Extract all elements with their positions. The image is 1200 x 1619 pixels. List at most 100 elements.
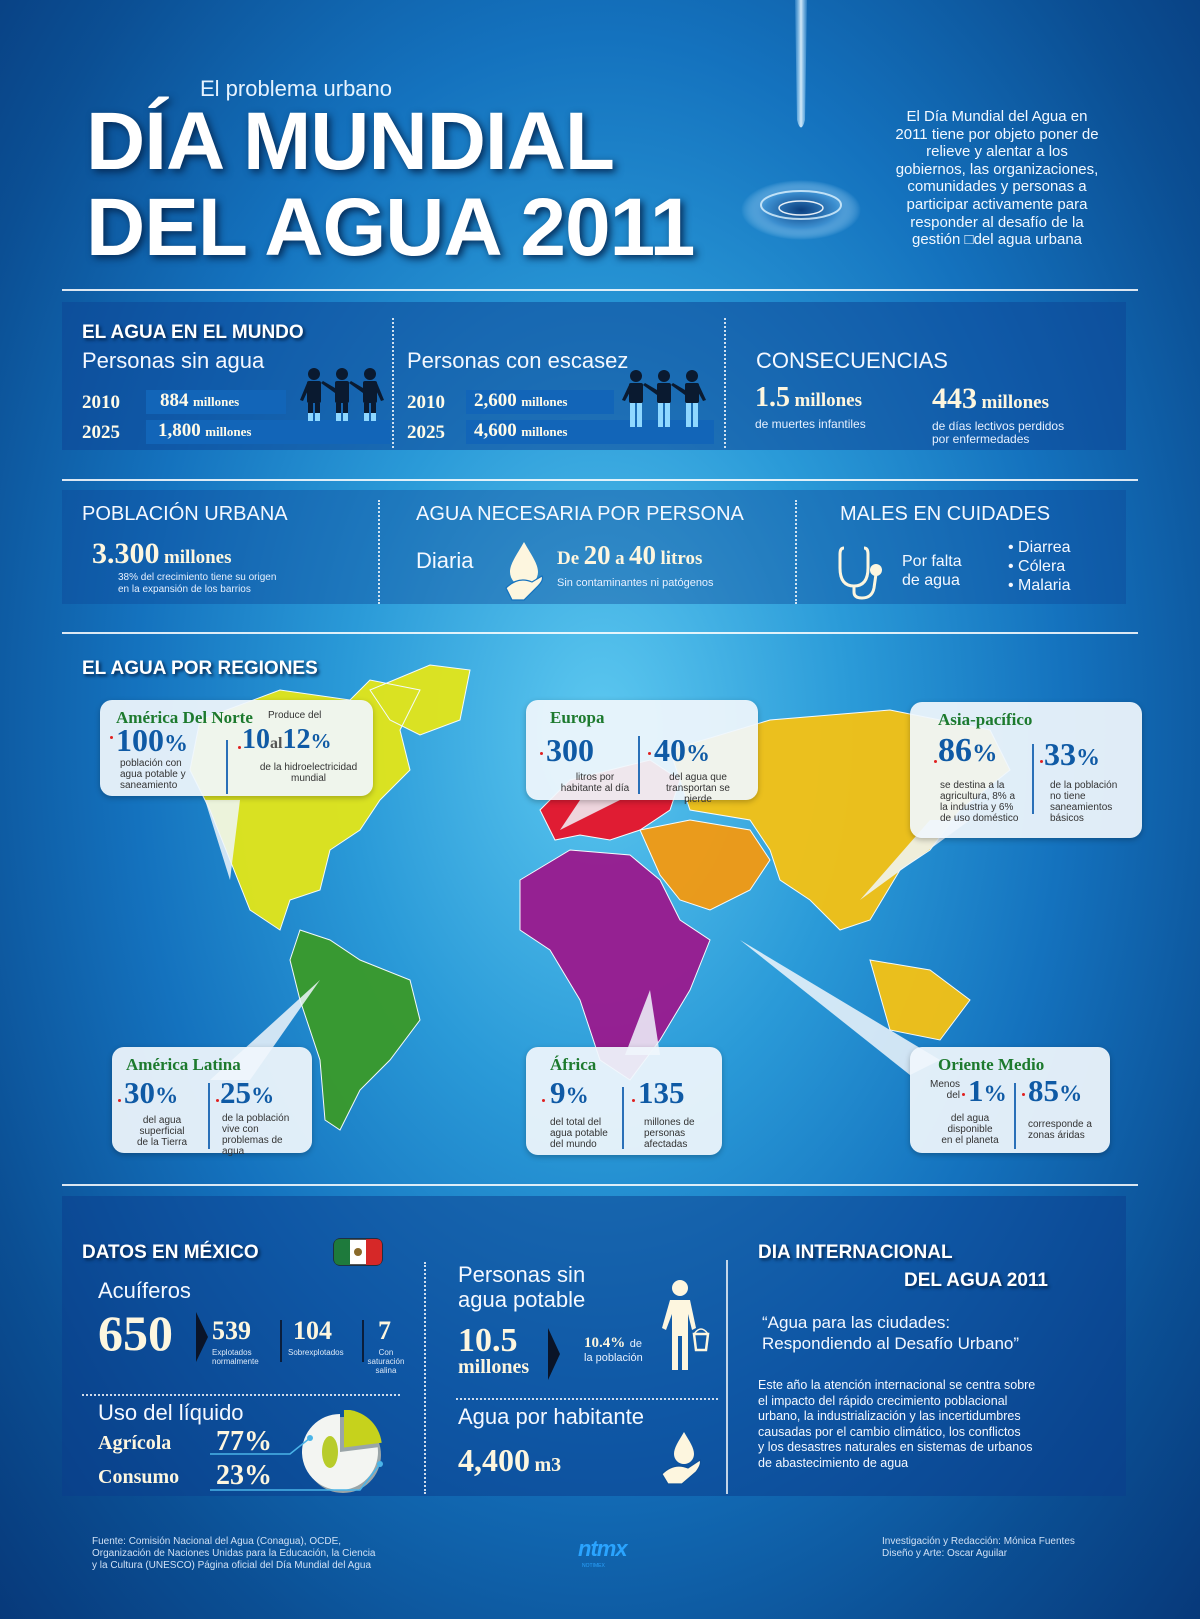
- urbana-panel: [62, 490, 1126, 604]
- desc-line: millones de: [644, 1117, 695, 1128]
- main-title-line-1: DÍA MUNDIAL: [86, 96, 615, 187]
- label-line: de agua: [902, 572, 960, 589]
- acuifero-label: Sobrexplotados: [288, 1348, 344, 1357]
- regiones-title: EL AGUA POR REGIONES: [82, 658, 318, 679]
- stat-a: 100%: [116, 722, 188, 759]
- divider: [208, 1083, 210, 1149]
- text: De: [557, 548, 580, 569]
- stethoscope-icon: [838, 546, 882, 600]
- intro-line: relieve y alentar a los: [926, 143, 1068, 161]
- desc-line: litros por: [575, 772, 615, 783]
- intro-line: El Día Mundial del Agua en: [906, 108, 1088, 125]
- value: 3.300: [92, 537, 160, 570]
- year-label: 2010: [82, 392, 120, 413]
- intro-line: responder al desafío de la: [910, 213, 1084, 231]
- corn-icon: [322, 1436, 338, 1468]
- acuiferos-total: 650: [98, 1305, 173, 1361]
- stat-a: 300: [546, 732, 594, 769]
- footer-source: Fuente: Comisión Nacional del Agua (Cona…: [92, 1536, 376, 1572]
- arrow-right-icon: [548, 1328, 560, 1380]
- uso-label: Consumo: [98, 1466, 180, 1488]
- text: a: [615, 548, 625, 569]
- region-card-asia: Asia-pacífico 86% se destina a la agricu…: [910, 702, 1142, 838]
- bullet-icon: [1022, 1093, 1025, 1096]
- consecuencia-2-desc: de días lectivos perdidos por enfermedad…: [932, 420, 1064, 446]
- stat-a: 86%: [938, 732, 998, 770]
- max-value: 40: [629, 540, 657, 570]
- bullet-icon: [648, 752, 651, 755]
- person-bucket-icon: [662, 1280, 710, 1370]
- value-min: 10: [242, 724, 270, 755]
- region-name: América Latina: [126, 1055, 241, 1074]
- value: 85: [1028, 1073, 1059, 1108]
- item-label: Diarrea: [1018, 539, 1071, 556]
- body-line: urbano, la industrialización y las incer…: [758, 1409, 1021, 1423]
- stat-b-desc: de la población vive con problemas de ag…: [222, 1113, 289, 1157]
- text: de: [629, 1338, 642, 1350]
- source-line: y la Cultura (UNESCO) Página oficial del…: [92, 1560, 372, 1571]
- value: 30: [124, 1075, 155, 1110]
- desc-line: de uso doméstico: [940, 813, 1019, 824]
- acuifero-label: Explotados normalmente: [212, 1348, 259, 1366]
- value: 135: [638, 1075, 685, 1110]
- leader-line: [210, 1463, 381, 1491]
- desc-line: de días lectivos perdidos: [932, 419, 1065, 433]
- region-card-africa: África 9% del total del agua potable del…: [526, 1047, 722, 1155]
- value: 86: [938, 732, 972, 769]
- unit: m3: [534, 1454, 562, 1476]
- list-item: • Diarrea: [1008, 539, 1071, 556]
- item-label: Malaria: [1018, 577, 1071, 594]
- acuifero-value: 7: [378, 1316, 391, 1345]
- desc-line: del mundo: [550, 1139, 597, 1150]
- escasez-heading: Personas con escasez: [407, 348, 629, 373]
- value: 25: [220, 1075, 251, 1110]
- leader-line: [210, 1437, 311, 1455]
- habitante-heading: Agua por habitante: [458, 1404, 644, 1429]
- water-drop-illustration: [741, 0, 861, 240]
- desc-line: agua: [222, 1146, 245, 1157]
- stat-b: 25%: [220, 1075, 274, 1111]
- agua-necesaria-desc: Sin contaminantes ni patógenos: [557, 577, 714, 589]
- desc-line: de la población: [1050, 780, 1118, 791]
- bullet-icon: [110, 736, 113, 739]
- escasez-2025-bar: 4,600 millones: [466, 420, 714, 444]
- footer-credits: Investigación y Redacción: Mónica Fuente…: [882, 1536, 1075, 1560]
- value: 4,600: [474, 420, 517, 441]
- desc-line: en la expansión de los barrios: [118, 584, 251, 595]
- mundo-title: EL AGUA EN EL MUNDO: [82, 322, 304, 343]
- stat-b-desc: de la población no tiene saneamientos bá…: [1050, 780, 1117, 824]
- divider: [362, 1320, 364, 1362]
- divider: [726, 1260, 728, 1494]
- map-region-oriente: [639, 819, 771, 911]
- consecuencias-heading: CONSECUENCIAS: [756, 348, 948, 373]
- body-line: Este año la atención internacional se ce…: [758, 1378, 1036, 1392]
- sin-potable-pct: 10.4% de: [584, 1334, 642, 1352]
- notimex-logo-sub: NOTIMEX: [582, 1563, 605, 1569]
- stat-a: 1%: [968, 1073, 1007, 1109]
- poblacion-value: 3.300 millones: [92, 537, 232, 571]
- divider: [62, 289, 1138, 291]
- desc-line: agricultura, 8% a: [940, 791, 1016, 802]
- label-line: saturación: [367, 1357, 405, 1366]
- region-card-norte: América Del Norte 100% población con agu…: [100, 700, 373, 796]
- acuifero-value: 104: [293, 1316, 332, 1345]
- stat-a-desc: del agua disponible en el planeta: [940, 1113, 1000, 1146]
- item-label: Cólera: [1018, 558, 1066, 575]
- intro-paragraph: El Día Mundial del Agua en 2011 tiene po…: [862, 108, 1132, 249]
- desc-line: afectadas: [644, 1139, 688, 1150]
- desc-line: 38% del crecimiento tiene su origen: [118, 572, 277, 583]
- region-card-europa: Europa 300 litros por habitante al día 4…: [526, 700, 758, 805]
- people-icon: [622, 370, 706, 427]
- credit-line: Diseño y Arte: Oscar Aguilar: [882, 1548, 1008, 1559]
- text: Menos: [929, 1079, 960, 1090]
- body-line: causadas por el cambio climático, los co…: [758, 1424, 1021, 1439]
- sin-agua-heading: Personas sin agua: [82, 348, 265, 373]
- intro-line: gestión □del agua urbana: [911, 231, 1083, 249]
- credit-line: Investigación y Redacción: Mónica Fuente…: [882, 1536, 1075, 1547]
- label-line: Con: [378, 1348, 394, 1357]
- poblacion-heading: POBLACIÓN URBANA: [82, 503, 288, 525]
- stat-a-desc: población con agua potable y saneamiento: [120, 758, 186, 791]
- stat-a: 9%: [550, 1075, 589, 1111]
- desc-line: del total del: [550, 1117, 602, 1128]
- divider: [62, 632, 1138, 634]
